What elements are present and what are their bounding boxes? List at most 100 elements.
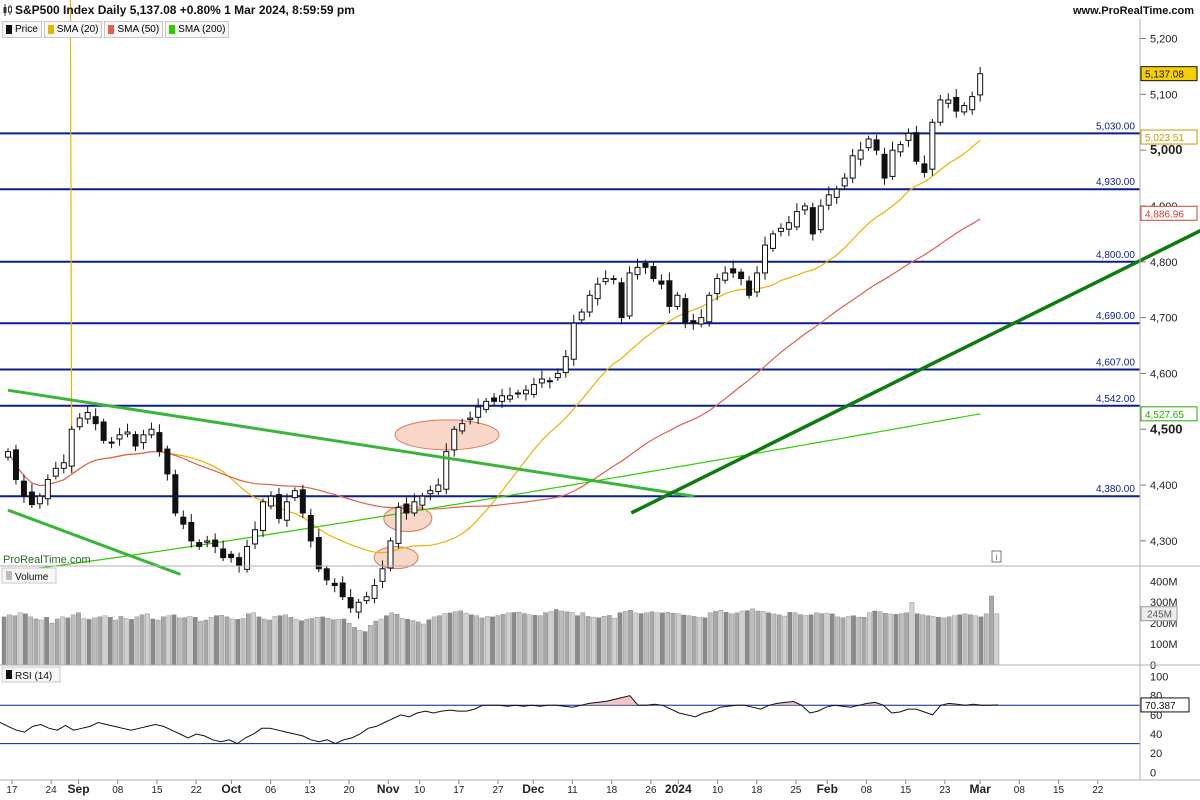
time-tick-label: 08: [1014, 785, 1026, 796]
volume-bar: [431, 616, 437, 666]
legend-price[interactable]: Price: [2, 21, 42, 38]
volume-bar: [113, 619, 118, 666]
volume-bar: [872, 610, 878, 666]
volume-bar: [511, 612, 517, 666]
legend-sma200[interactable]: SMA (200): [165, 21, 230, 38]
candle-body: [730, 268, 737, 274]
volume-bar: [893, 614, 899, 666]
volume-bar: [888, 613, 893, 666]
volume-bar: [447, 612, 453, 666]
volume-bar: [957, 614, 962, 666]
level-label: 4,380.00: [1096, 484, 1135, 495]
candle-body: [291, 490, 298, 499]
candle-body: [706, 294, 713, 323]
volume-bar: [787, 612, 793, 666]
candle-body: [865, 138, 872, 149]
price-pane: [0, 19, 1140, 566]
candle-body: [522, 389, 529, 395]
volume-bar: [384, 615, 389, 666]
time-tick-label: 22: [191, 785, 203, 796]
volume-bar: [670, 612, 676, 666]
candle-body: [427, 490, 434, 495]
candle-body: [252, 529, 259, 545]
candle-body: [196, 542, 203, 547]
legend-sma50[interactable]: SMA (50): [104, 21, 164, 38]
rsi-tick-label: 40: [1150, 729, 1162, 741]
volume-bar: [108, 617, 113, 666]
volume-bar: [766, 612, 771, 666]
site-label: www.ProRealTime.com: [1072, 5, 1194, 17]
volume-bar: [723, 612, 729, 666]
volume-bar: [277, 615, 283, 666]
candle-body: [594, 283, 601, 300]
volume-bar: [883, 613, 888, 666]
volume-bar: [808, 614, 814, 666]
volume-bar: [925, 615, 931, 666]
volume-bar: [145, 613, 150, 666]
candle-body: [84, 412, 91, 420]
volume-bar: [399, 618, 405, 666]
rsi-legend: [1, 666, 61, 683]
volume-bar: [272, 616, 278, 666]
candle-body: [28, 491, 35, 506]
time-axis: 17 24 Sep 08 15 22 Oct 06 13 20 Nov 10 17 27 Dec 11 18 26…: [6, 780, 1104, 796]
legend-sma20[interactable]: SMA (20): [43, 21, 103, 38]
volume-bar: [978, 616, 984, 666]
candle-body: [132, 434, 139, 447]
volume-bar: [538, 615, 543, 666]
candle-body: [889, 149, 896, 177]
candle-body: [857, 149, 864, 160]
candle-body: [212, 539, 219, 547]
candle-body: [841, 177, 848, 187]
candle-body: [921, 163, 928, 173]
candle-body: [546, 380, 553, 383]
last-price-tag-label: 5,137.08: [1145, 70, 1184, 81]
sma20-tag-label: 5,023.51: [1145, 133, 1184, 144]
candle-body: [554, 372, 561, 379]
volume-tick-label: 400M: [1150, 576, 1178, 588]
volume-bar: [649, 611, 655, 666]
candle-body: [873, 139, 880, 151]
volume-bar: [378, 618, 384, 666]
highlight-ellipse: [394, 419, 500, 451]
volume-bar: [856, 616, 862, 666]
volume-bar: [755, 610, 761, 666]
volume-bar: [208, 617, 214, 666]
volume-bar: [644, 612, 649, 666]
volume-bar: [585, 616, 591, 666]
volume-bar: [177, 617, 182, 666]
time-tick-label: 17: [6, 785, 18, 796]
volume-bar: [166, 615, 172, 666]
volume-bar: [495, 615, 501, 666]
volume-bar: [23, 613, 28, 666]
volume-bar: [824, 612, 830, 666]
volume-bar: [171, 614, 177, 666]
level-label: 4,690.00: [1096, 311, 1135, 322]
volume-bar: [580, 612, 586, 666]
candle-body: [339, 582, 346, 598]
chart-title: S&P500 Index Daily 5,137.08 +0.80% 1 Mar…: [2, 3, 355, 17]
info-icon[interactable]: [991, 550, 1002, 563]
volume-bar: [97, 616, 103, 666]
volume-bar: [782, 615, 787, 666]
volume-bar: [320, 616, 325, 666]
candle-body: [299, 489, 306, 514]
volume-bar: [676, 613, 681, 666]
volume-bar: [575, 615, 580, 666]
volume-bar: [500, 614, 506, 666]
candle-body: [913, 132, 920, 162]
volume-bar: [458, 610, 463, 666]
candle-body: [148, 428, 155, 436]
volume-bar: [415, 621, 421, 666]
volume-bar: [601, 616, 607, 666]
legend-price-swatch: [6, 25, 12, 34]
rsi-swatch: [6, 670, 12, 679]
volume-bar: [410, 620, 416, 666]
volume-bar: [506, 612, 511, 666]
level-label: 4,607.00: [1096, 358, 1135, 369]
level-label: 4,542.00: [1096, 394, 1135, 405]
time-tick-label: 18: [751, 785, 763, 796]
time-tick-label: 10: [414, 785, 426, 796]
volume-bar: [941, 617, 947, 666]
candle-body: [307, 514, 314, 542]
